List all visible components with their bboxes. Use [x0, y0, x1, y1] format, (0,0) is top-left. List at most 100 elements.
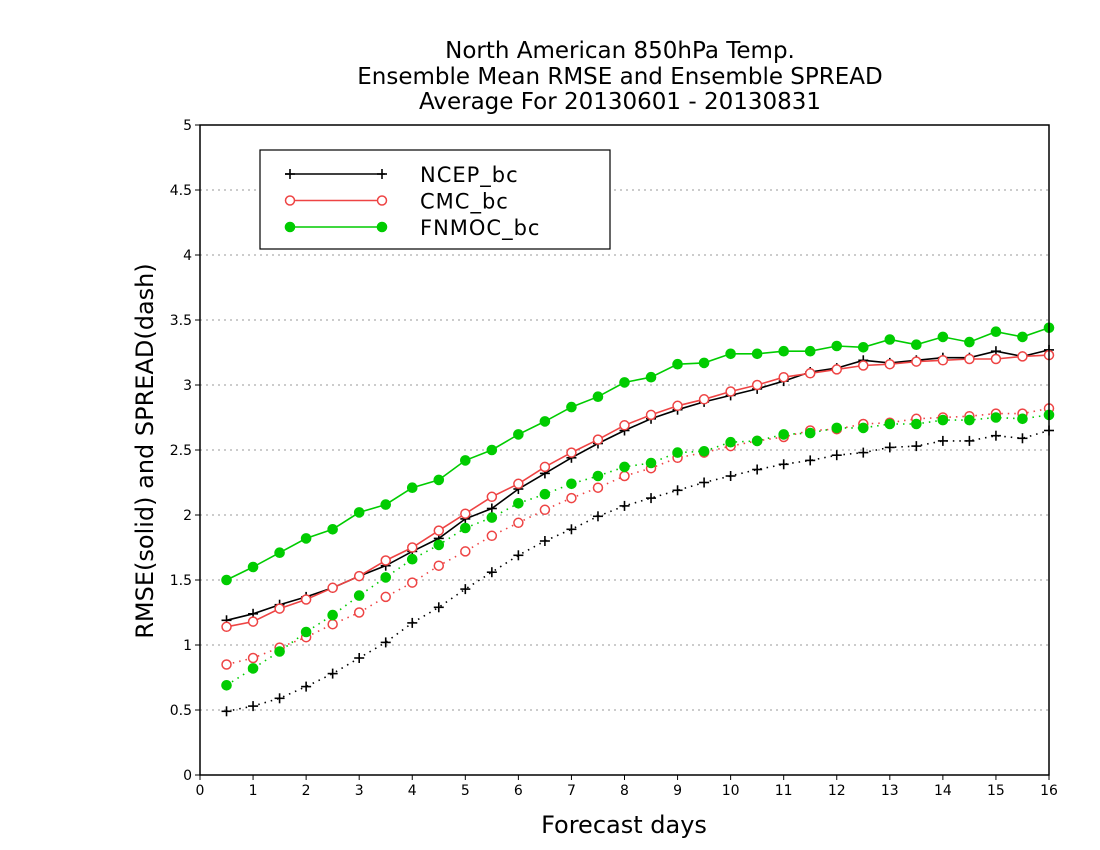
cmc-bc-rmse-point: [804, 368, 816, 379]
cmc-bc-rmse-point: [592, 434, 604, 445]
cmc-bc-rmse-point: [513, 478, 524, 490]
fnmoc-bc-spread-point: [300, 626, 312, 638]
cmc-bc-spread-point: [247, 652, 259, 664]
fnmoc-bc-rmse-point: [698, 357, 710, 369]
fnmoc-bc-rmse-point: [247, 561, 259, 573]
ncep-bc-spread-point: [964, 435, 975, 446]
series-layer: [221, 322, 1055, 717]
y-tick-label: 3.5: [170, 313, 192, 329]
ncep-bc-spread-point: [672, 485, 683, 496]
cmc-bc-rmse-point: [460, 508, 471, 519]
y-tick-label: 0: [183, 768, 192, 784]
x-tick-label: 4: [408, 783, 417, 799]
fnmoc-bc-rmse-point: [725, 348, 736, 360]
cmc-bc-rmse-point: [698, 394, 710, 405]
x-tick-label: 8: [620, 783, 629, 799]
cmc-bc-rmse-point: [327, 582, 338, 594]
x-tick-label: 16: [1040, 783, 1058, 799]
y-tick-label: 0.5: [170, 703, 192, 719]
cmc-bc-spread-point: [619, 470, 630, 482]
ncep-bc-spread-point: [752, 464, 763, 475]
ncep-bc-spread-point: [592, 511, 603, 522]
fnmoc-bc-rmse-point: [406, 482, 418, 494]
cmc-bc-rmse-point: [645, 409, 657, 421]
ncep-bc-spread-point: [248, 701, 259, 712]
fnmoc-bc-spread-point: [433, 539, 445, 551]
y-tick-label: 4: [183, 248, 192, 264]
x-tick-label: 1: [249, 783, 258, 799]
fnmoc-bc-spread-point: [247, 663, 259, 674]
y-tick-label: 2.5: [170, 443, 192, 459]
ncep-bc-spread-point: [725, 471, 736, 481]
fnmoc-bc-rmse-point: [513, 429, 524, 440]
chart-title-line-2: Ensemble Mean RMSE and Ensemble SPREAD: [357, 64, 883, 90]
cmc-bc-spread-point: [433, 560, 445, 571]
fnmoc-bc-rmse-point: [274, 547, 285, 559]
fnmoc-bc-spread-point: [645, 457, 657, 469]
fnmoc-bc-rmse-point: [539, 416, 551, 427]
cmc-bc-rmse-line: [226, 354, 1050, 628]
fnmoc-bc-spread-point: [964, 414, 975, 426]
y-tick-label: 1: [183, 638, 192, 654]
fnmoc-bc-spread-point: [857, 422, 869, 434]
ncep-bc-spread-point: [911, 441, 922, 452]
ncep-bc-spread-point: [990, 430, 1001, 441]
cmc-bc-spread-point: [327, 618, 338, 630]
fnmoc-bc-rmse-point: [1017, 331, 1028, 343]
fnmoc-bc-rmse-point: [778, 345, 789, 357]
fnmoc-bc-spread-point: [513, 498, 524, 509]
fnmoc-bc-spread-point: [592, 470, 604, 482]
fnmoc-bc-spread-point: [672, 447, 683, 458]
legend-marker-fnmoc-bc: [376, 221, 388, 233]
fnmoc-bc-rmse-point: [327, 524, 338, 535]
x-tick-label: 11: [775, 783, 793, 799]
legend-marker-cmc-bc: [284, 195, 296, 206]
fnmoc-bc-rmse-point: [937, 331, 949, 343]
fnmoc-bc-rmse-point: [380, 499, 392, 510]
fnmoc-bc-spread-point: [1017, 413, 1028, 425]
fnmoc-bc-rmse-point: [964, 336, 975, 348]
legend-label-cmc-bc: CMC_bc: [420, 190, 509, 215]
fnmoc-bc-spread-point: [353, 590, 365, 601]
cmc-bc-rmse-point: [433, 525, 445, 536]
cmc-bc-spread-point: [221, 659, 232, 670]
y-tick-label: 3: [183, 378, 192, 394]
ncep-bc-spread-point: [460, 584, 471, 595]
x-tick-label: 5: [461, 783, 470, 799]
fnmoc-bc-spread-point: [725, 436, 736, 448]
fnmoc-bc-spread-point: [566, 478, 577, 490]
fnmoc-bc-spread-point: [221, 680, 232, 691]
fnmoc-bc-rmse-point: [486, 444, 498, 456]
fnmoc-bc-rmse-point: [221, 574, 232, 586]
x-tick-label: 0: [196, 783, 205, 799]
fnmoc-bc-rmse-point: [857, 342, 869, 353]
fnmoc-bc-rmse-point: [672, 358, 683, 370]
fnmoc-bc-rmse-point: [460, 455, 471, 466]
fnmoc-bc-rmse-point: [645, 371, 657, 383]
cmc-bc-rmse-point: [725, 386, 736, 397]
cmc-bc-rmse-point: [566, 447, 577, 458]
cmc-bc-rmse-point: [937, 355, 949, 366]
legend-marker-fnmoc-bc: [284, 221, 296, 233]
cmc-bc-rmse-point: [778, 371, 789, 383]
fnmoc-bc-rmse-point: [911, 339, 922, 351]
fnmoc-bc-spread-point: [406, 553, 418, 565]
fnmoc-bc-rmse-point: [353, 507, 365, 518]
ncep-bc-spread-point: [778, 459, 789, 470]
ncep-bc-spread-point: [274, 693, 285, 704]
cmc-bc-spread-point: [486, 530, 498, 542]
ncep-bc-spread-point: [805, 455, 816, 466]
fnmoc-bc-rmse-line: [226, 327, 1050, 581]
ncep-bc-spread-point: [221, 706, 232, 717]
ncep-bc-spread-point: [486, 567, 497, 578]
cmc-bc-spread-point: [353, 607, 365, 618]
cmc-bc-rmse-point: [486, 491, 498, 503]
fnmoc-bc-rmse-point: [592, 391, 604, 403]
fnmoc-bc-rmse-point: [804, 345, 816, 357]
fnmoc-bc-spread-point: [380, 572, 392, 583]
fnmoc-bc-spread-line: [226, 414, 1050, 686]
cmc-bc-rmse-point: [539, 461, 551, 473]
chart-title-line-1: North American 850hPa Temp.: [445, 38, 795, 64]
